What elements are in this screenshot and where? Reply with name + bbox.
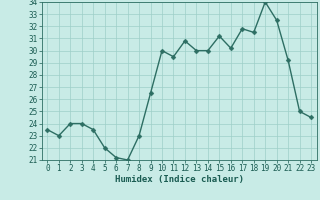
X-axis label: Humidex (Indice chaleur): Humidex (Indice chaleur) (115, 175, 244, 184)
